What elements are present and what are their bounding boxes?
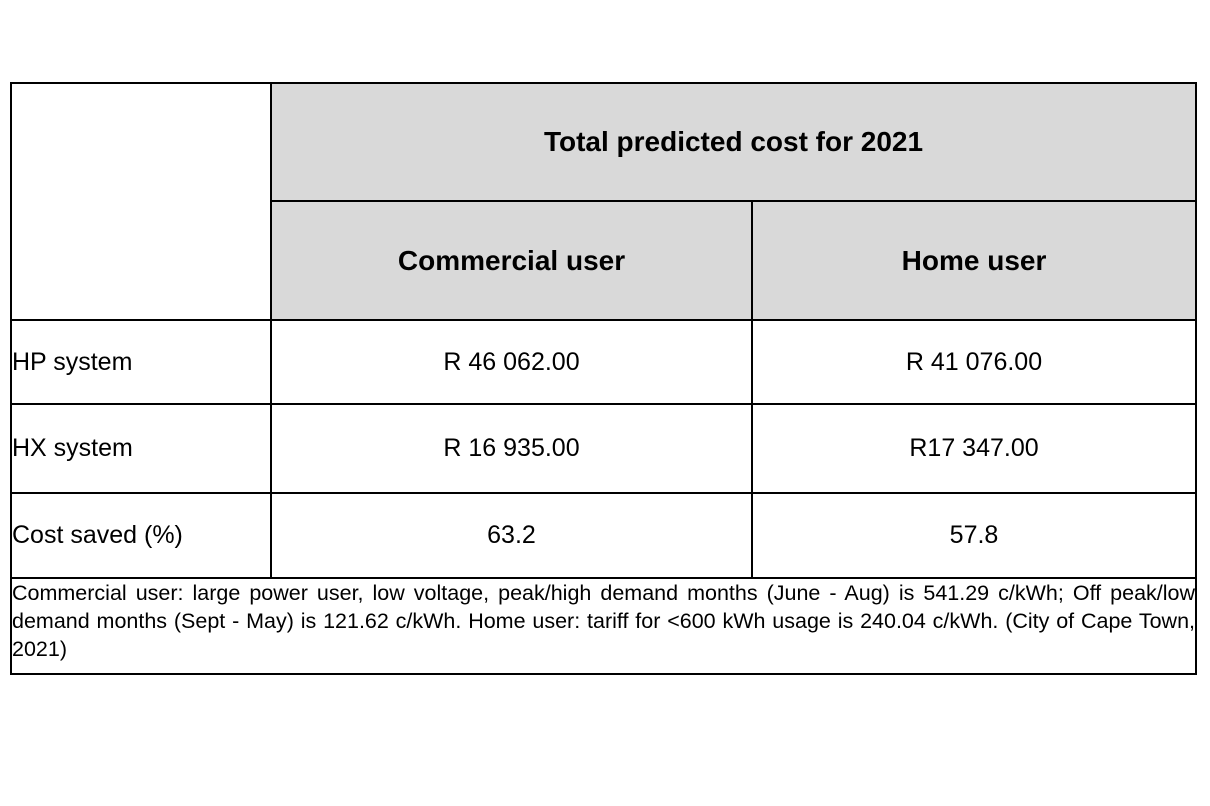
table-title: Total predicted cost for 2021 [269,82,1198,202]
column-header-home-user: Home user [750,200,1198,321]
hx-system-home-value: R17 347.00 [750,403,1198,494]
table-row-cost-saved: Cost saved (%) 63.2 57.8 [10,492,1198,579]
row-label-hp-system: HP system [10,319,272,405]
table-row-hp-system: HP system R 46 062.00 R 41 076.00 [10,319,1198,405]
corner-empty-cell [10,82,272,321]
predicted-cost-table: Total predicted cost for 2021 Commercial… [9,82,1198,675]
hp-system-commercial-value: R 46 062.00 [270,319,753,405]
table-footnote-row: Commercial user: large power user, low v… [9,577,1198,675]
hx-system-commercial-value: R 16 935.00 [270,403,753,494]
cost-saved-home-value: 57.8 [750,492,1198,579]
table-row-hx-system: HX system R 16 935.00 R17 347.00 [10,403,1198,494]
column-header-row: Commercial user Home user [11,200,1198,321]
cost-saved-commercial-value: 63.2 [270,492,753,579]
row-label-hx-system: HX system [10,403,272,494]
row-label-cost-saved: Cost saved (%) [10,492,272,579]
hp-system-home-value: R 41 076.00 [750,319,1198,405]
column-header-commercial-user: Commercial user [270,200,753,321]
table-footnote: Commercial user: large power user, low v… [9,577,1198,675]
table-title-row: Total predicted cost for 2021 [10,82,1198,321]
